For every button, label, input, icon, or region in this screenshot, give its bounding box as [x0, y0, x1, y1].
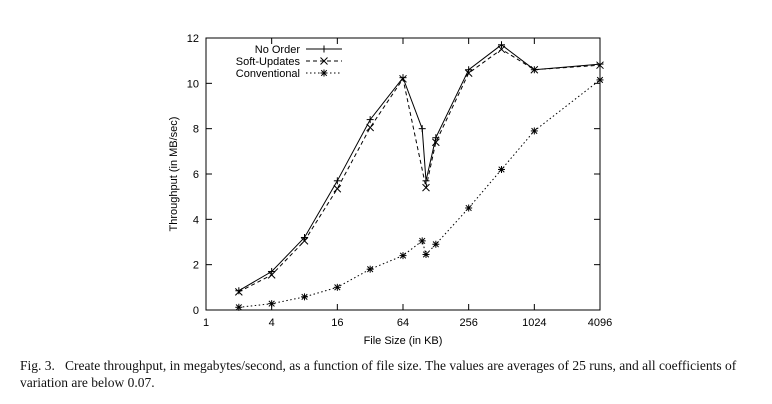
x-tick-label: 4	[269, 317, 275, 329]
y-tick-label: 4	[193, 214, 199, 226]
legend-marker	[320, 69, 328, 77]
data-point	[366, 123, 375, 132]
legend-label: Conventional	[236, 68, 300, 80]
y-tick-label: 6	[193, 169, 199, 181]
data-point	[333, 283, 341, 291]
legend-label: No Order	[255, 44, 301, 56]
data-point	[497, 45, 506, 54]
series-line	[238, 48, 601, 293]
legend-marker	[320, 45, 328, 53]
y-tick-label: 0	[193, 305, 199, 317]
y-tick-label: 12	[187, 33, 199, 45]
legend-label: Soft-Updates	[236, 56, 301, 68]
series-no-order	[235, 41, 604, 295]
series-soft-updates	[234, 45, 604, 296]
data-point	[530, 65, 539, 74]
data-point	[301, 293, 308, 301]
data-point	[422, 183, 430, 192]
data-point	[465, 204, 473, 212]
data-point	[418, 237, 426, 245]
y-axis-label: Throughput (in MB/sec)	[168, 117, 180, 232]
x-tick-label: 16	[331, 317, 343, 329]
data-point	[422, 177, 430, 185]
data-point	[399, 252, 407, 260]
data-point	[498, 165, 505, 173]
data-point	[431, 138, 440, 147]
data-point	[530, 127, 538, 135]
data-point	[498, 41, 505, 49]
data-point	[596, 76, 604, 84]
data-point	[464, 69, 473, 77]
x-tick-label: 1024	[522, 317, 546, 329]
data-point	[366, 265, 374, 273]
data-point	[333, 184, 342, 193]
figure-caption: Fig. 3. Create throughput, in megabytes/…	[20, 357, 755, 391]
caption-text: Create throughput, in megabytes/second, …	[20, 358, 737, 390]
y-tick-label: 2	[193, 260, 199, 272]
data-point	[300, 237, 309, 245]
x-axis-label: File Size (in KB)	[364, 335, 443, 347]
data-point	[399, 74, 407, 83]
data-point	[432, 240, 440, 248]
data-point	[465, 66, 473, 74]
x-tick-label: 64	[397, 317, 409, 329]
y-tick-label: 8	[193, 124, 199, 136]
y-tick-label: 10	[187, 78, 199, 90]
data-point	[268, 267, 276, 275]
data-point	[333, 177, 341, 185]
series-line	[238, 79, 601, 308]
data-point	[235, 303, 243, 311]
series-conventional	[235, 76, 604, 311]
data-point	[422, 250, 430, 258]
legend-marker	[320, 57, 328, 65]
data-point	[234, 288, 243, 296]
caption-label: Fig. 3.	[20, 358, 55, 373]
data-point	[267, 271, 276, 279]
series-layer	[234, 41, 604, 311]
x-tick-label: 4096	[588, 317, 612, 329]
data-point	[596, 60, 604, 68]
data-point	[418, 125, 426, 133]
data-point	[268, 300, 276, 308]
x-tick-label: 256	[459, 317, 477, 329]
data-point	[366, 116, 374, 124]
x-tick-label: 1	[203, 317, 209, 329]
data-point	[301, 233, 308, 241]
data-point	[596, 61, 604, 70]
series-line	[238, 44, 601, 292]
